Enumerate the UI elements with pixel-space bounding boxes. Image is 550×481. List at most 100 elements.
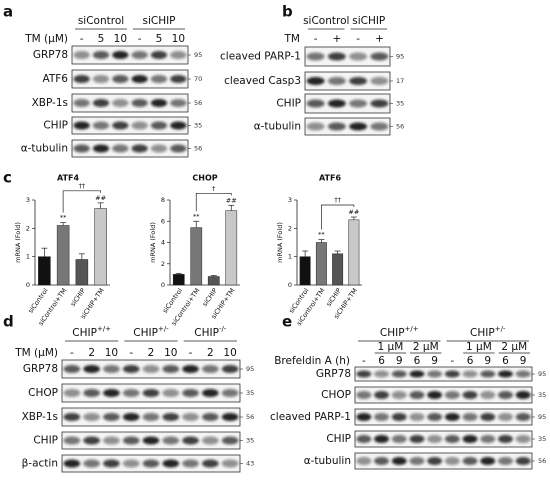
blot-band (131, 99, 148, 107)
lane-label: 2 (88, 347, 95, 359)
blot-band (409, 457, 425, 465)
blot-band (131, 121, 148, 130)
blot-band (202, 389, 219, 397)
bracket (321, 204, 355, 230)
lane-label: - (138, 33, 142, 45)
y-tick-label: 2 (26, 224, 30, 232)
blot-band (427, 457, 443, 465)
bar (75, 259, 89, 286)
blot-band (182, 459, 199, 468)
protein-label: α-tubulin (21, 143, 68, 155)
error-bar (78, 253, 85, 260)
significance: ## (348, 208, 359, 216)
blot-band (202, 459, 219, 468)
y-tick-label: 2 (288, 224, 292, 232)
group-header: siControl (78, 15, 124, 27)
blot-band (356, 457, 372, 465)
blot-band (150, 144, 168, 153)
blot-band (515, 435, 531, 443)
mw-marker: 35 (396, 100, 404, 108)
bar (172, 274, 185, 286)
blot-band (92, 51, 110, 59)
group-name: CHIP (133, 327, 158, 339)
y-tick-label: 1 (288, 253, 292, 261)
protein-label: GRP78 (23, 363, 58, 375)
blot-band (150, 99, 168, 107)
blot-band (444, 435, 460, 443)
blot-band (63, 389, 81, 397)
blot-band (391, 370, 407, 378)
y-tick-label: 0 (26, 281, 30, 289)
blot-band (131, 51, 148, 59)
y-tick-label: 0 (161, 281, 165, 289)
blot-band (92, 99, 110, 107)
blot-band (202, 436, 219, 445)
blot-band (444, 413, 460, 421)
blot-band (170, 75, 187, 83)
blot-band (349, 52, 368, 61)
y-axis-label: mRNA (Fold) (149, 222, 157, 263)
lane-label: 9 (396, 355, 403, 367)
blot-band (444, 457, 460, 465)
lane-label: 6 (502, 355, 509, 367)
y-tick-label: 1 (26, 253, 30, 261)
blot-band (374, 435, 389, 443)
group-header: siCHIP (352, 15, 385, 27)
lane-label: - (450, 355, 454, 367)
x-tick-label: siCHIP (69, 287, 87, 308)
blot-band (221, 389, 239, 397)
blot-band (356, 435, 372, 443)
blot-band (182, 413, 199, 421)
blot-band (182, 389, 199, 397)
significance: ** (60, 214, 67, 222)
group-genotype: +/- (158, 325, 169, 333)
blot-band (162, 413, 180, 421)
blot-band (480, 413, 496, 421)
protein-label: cleaved PARP-1 (220, 51, 301, 63)
bar (299, 256, 311, 286)
panel-label: b (282, 3, 293, 21)
error-bar (175, 272, 182, 275)
blot-band (221, 413, 239, 421)
blot-band (349, 99, 368, 108)
mw-marker: 95 (538, 413, 546, 421)
protein-label: GRP78 (316, 368, 351, 380)
blot-band (498, 435, 513, 443)
protein-label: XBP-1s (22, 411, 58, 423)
lane-label: - (362, 355, 366, 367)
blot-band (63, 436, 81, 445)
y-tick-label: 6 (161, 217, 165, 225)
group-name: CHIP (470, 327, 495, 339)
blot-band (122, 389, 140, 397)
bar (332, 253, 344, 286)
blot-band (356, 391, 372, 399)
protein-label: α-tubulin (254, 121, 301, 133)
protein-label: cleaved Casp3 (224, 75, 301, 87)
dose-label: 1 μM (378, 341, 404, 353)
bar (315, 242, 327, 286)
mw-marker: 35 (194, 122, 202, 130)
blot-band (327, 122, 346, 131)
blot-band (142, 413, 160, 421)
blot-band (327, 77, 346, 85)
blot-band (112, 121, 129, 130)
mw-marker: 70 (194, 75, 202, 83)
blot-band (349, 77, 368, 85)
group-header: CHIP+/- (470, 325, 506, 339)
treatment-label: TM (284, 33, 300, 45)
protein-label: β-actin (22, 458, 58, 470)
blot-band (427, 435, 443, 443)
panel-label: a (3, 3, 13, 21)
blot-band (498, 391, 513, 399)
blot-band (391, 435, 407, 443)
blot-band (73, 51, 90, 59)
y-tick-label: 0 (288, 281, 292, 289)
blot-band (83, 365, 100, 373)
panel-label: c (3, 169, 12, 187)
mw-marker: 95 (538, 370, 546, 378)
group-header: siControl (303, 15, 349, 27)
blot-band (370, 77, 389, 85)
chart-title: ATF6 (319, 174, 341, 183)
error-bar (228, 204, 235, 211)
